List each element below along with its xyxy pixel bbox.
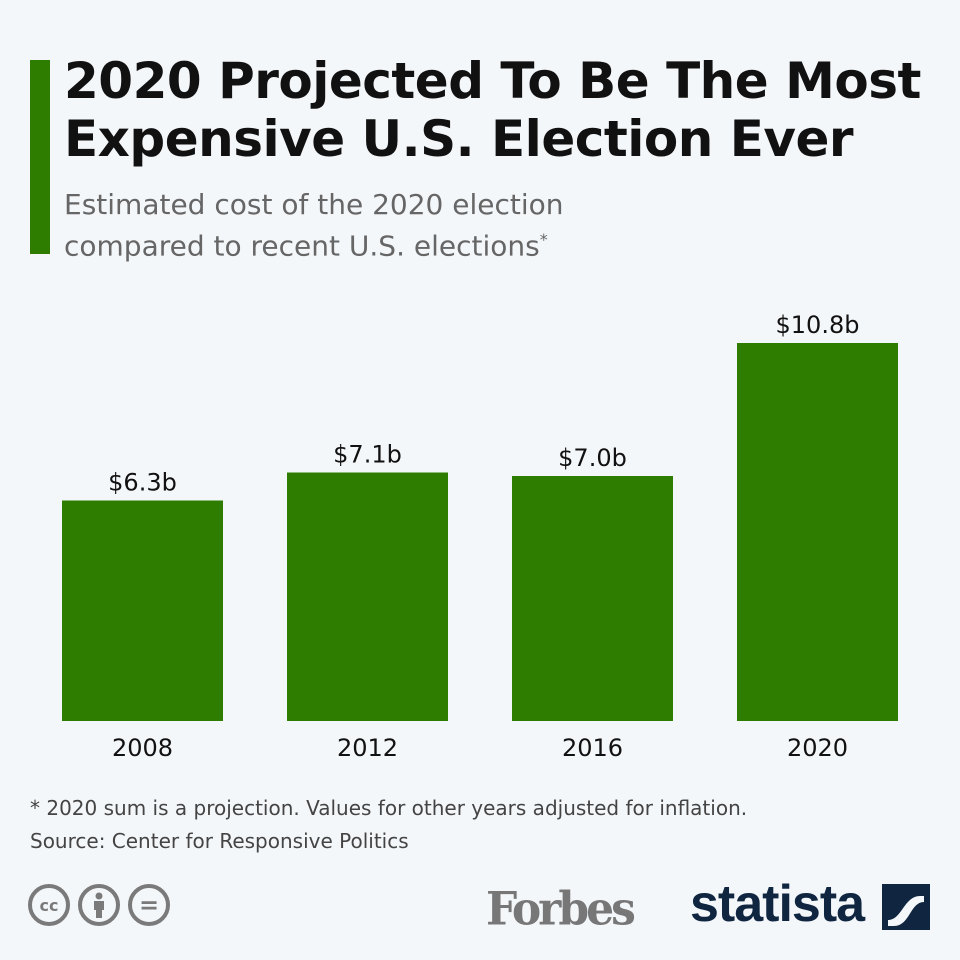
data-label: $7.0b	[558, 444, 627, 472]
data-label: $7.1b	[333, 441, 402, 469]
statista-logo-icon	[882, 884, 930, 930]
attribution-icon[interactable]	[78, 884, 120, 926]
bar-chart: $6.3b 2008 $7.1b 2012 $7.0b 2016 $10.8b 2020	[62, 311, 898, 762]
x-tick-label: 2008	[112, 734, 173, 762]
bar-2012	[287, 472, 448, 721]
footnote-mark: *	[539, 230, 548, 249]
x-tick-label: 2020	[787, 734, 848, 762]
subtitle-line-2: compared to recent U.S. elections	[64, 229, 540, 263]
title-line-2: Expensive U.S. Election Ever	[64, 110, 854, 168]
bar-2020	[737, 343, 898, 721]
footnote-text: * 2020 sum is a projection. Values for o…	[30, 796, 748, 820]
source-text: Source: Center for Responsive Politics	[30, 829, 409, 853]
no-derivatives-icon[interactable]: =	[128, 884, 170, 926]
data-label: $10.8b	[776, 311, 860, 339]
x-tick-label: 2016	[562, 734, 623, 762]
title-line-1: 2020 Projected To Be The Most	[64, 52, 921, 110]
chart-subtitle: Estimated cost of the 2020 election compa…	[64, 187, 564, 263]
statista-logo: statista	[690, 875, 865, 933]
subtitle-line-1: Estimated cost of the 2020 election	[64, 188, 564, 221]
accent-bar	[30, 60, 50, 254]
bar-2008	[62, 500, 223, 721]
forbes-logo: Forbes	[486, 882, 636, 937]
license-icons: cc =	[28, 884, 170, 926]
footnote: * 2020 sum is a projection. Values for o…	[30, 792, 747, 858]
creative-commons-icon[interactable]: cc	[28, 884, 70, 926]
bar-2016	[512, 476, 673, 721]
data-label: $6.3b	[108, 469, 177, 497]
x-tick-label: 2012	[337, 734, 398, 762]
chart-title: 2020 Projected To Be The Most Expensive U…	[64, 52, 921, 168]
